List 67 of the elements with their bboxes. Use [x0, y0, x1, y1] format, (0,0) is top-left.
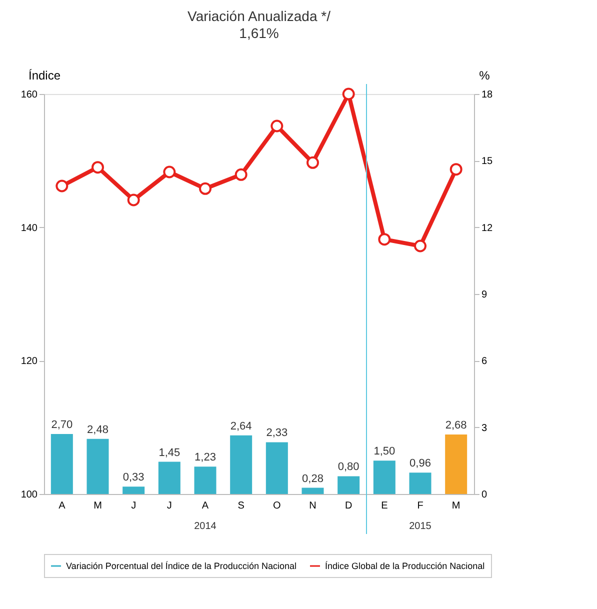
legend-label: Índice Global de la Producción Nacional — [325, 561, 485, 571]
x-tick-label: D — [344, 500, 352, 512]
bar — [50, 434, 73, 494]
y-tick-label: 140 — [20, 222, 38, 234]
data-label: 0,96 — [410, 458, 431, 470]
data-label: 1,45 — [158, 446, 180, 459]
legend-label: Variación Porcentual del Índice de la Producción Nacional — [66, 561, 296, 571]
chart-title: Variación Anualizada */ — [188, 8, 331, 24]
bar — [158, 462, 180, 494]
bar — [445, 434, 468, 494]
bar — [302, 488, 324, 494]
data-label: 2,33 — [266, 427, 288, 440]
x-tick-label: A — [58, 500, 66, 512]
bar — [230, 435, 252, 494]
point — [270, 120, 284, 132]
bar — [266, 442, 288, 494]
x-tick-label: N — [309, 500, 316, 512]
x-tick-label: M — [452, 500, 460, 512]
y2-tick-label: 0 — [482, 490, 488, 500]
x-tick-label: F — [417, 500, 424, 512]
text: 2014 — [194, 521, 217, 532]
y-tick-label: 100 — [20, 490, 38, 500]
data-label: 0,33 — [122, 472, 144, 484]
point — [199, 182, 212, 195]
text: 2015 — [409, 521, 432, 532]
y2-tick-label: 15 — [482, 156, 494, 168]
x-tick-label: O — [273, 500, 282, 512]
data-label: 0,80 — [338, 461, 360, 474]
data-label: 2,68 — [445, 419, 467, 432]
bar — [122, 486, 145, 494]
point — [92, 161, 104, 174]
y2-tick-label: 9 — [482, 290, 488, 300]
y2-tick-label: 3 — [482, 422, 488, 434]
point — [234, 168, 248, 181]
point — [306, 156, 319, 169]
x-tick-label: J — [166, 500, 172, 512]
data-label: 0,28 — [302, 472, 324, 485]
point — [56, 180, 68, 192]
y2-tick-label: 6 — [482, 356, 488, 368]
point — [450, 163, 462, 176]
point — [342, 88, 355, 100]
bar — [194, 466, 216, 494]
x-tick-label: J — [131, 500, 136, 512]
y-axis-title: Índice — [28, 68, 61, 82]
data-label: 2,64 — [230, 420, 252, 432]
x-tick-label: M — [94, 500, 102, 512]
data-label: 2,48 — [87, 424, 108, 436]
data-label: 1,23 — [194, 452, 216, 464]
y-tick-label: 120 — [20, 356, 38, 368]
y2-tick-label: 18 — [482, 90, 494, 100]
bar — [409, 472, 432, 494]
x-tick-label: S — [238, 500, 245, 512]
point — [378, 233, 391, 246]
y-tick-label: 160 — [20, 90, 38, 100]
bar — [338, 476, 360, 494]
bar — [373, 460, 396, 494]
point — [163, 166, 176, 178]
y2-tick-label: 12 — [482, 222, 494, 234]
chart-subtitle: 1,61% — [239, 25, 279, 41]
point — [414, 240, 426, 252]
data-label: 1,50 — [374, 446, 396, 458]
x-tick-label: E — [381, 500, 388, 512]
x-tick-label: A — [202, 500, 209, 512]
point — [127, 194, 140, 206]
y2-axis-title: % — [479, 68, 490, 82]
bar — [86, 438, 109, 494]
data-label: 2,70 — [51, 419, 73, 431]
